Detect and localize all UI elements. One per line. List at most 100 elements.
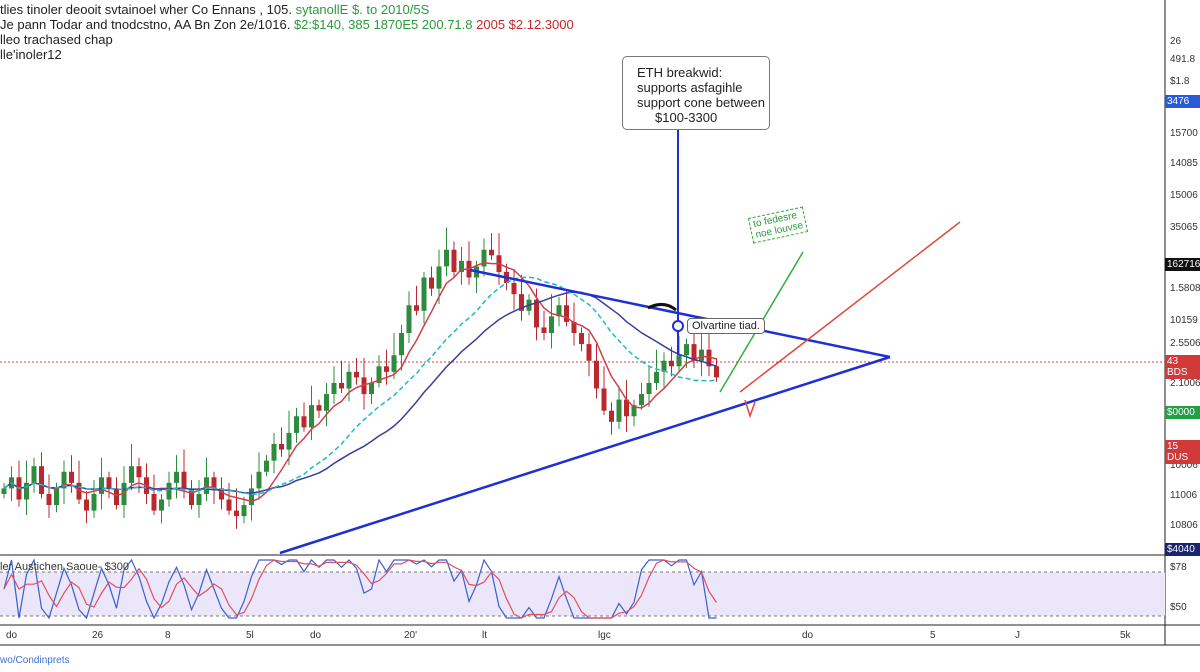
note-line: ETH breakwid: — [637, 65, 723, 80]
support-trendline[interactable] — [279, 355, 891, 555]
candle-body — [324, 394, 329, 411]
candle-body — [196, 493, 202, 506]
candle-body — [361, 377, 367, 395]
candle — [99, 457, 104, 510]
candle — [549, 294, 554, 349]
candle-body — [121, 482, 127, 506]
candle-body — [24, 482, 29, 500]
candle-body — [459, 260, 464, 272]
candle — [421, 271, 427, 324]
candle — [339, 360, 344, 393]
price-badge: $4040 — [1165, 543, 1200, 556]
candle — [639, 382, 644, 410]
candle — [376, 355, 382, 388]
candle — [189, 480, 194, 510]
candle-body — [669, 360, 674, 367]
price-label: 15700 — [1170, 128, 1198, 139]
candle-body — [571, 321, 577, 333]
candle-body — [271, 444, 277, 461]
candle-body — [594, 360, 599, 389]
candle — [24, 460, 29, 516]
candle-body — [264, 460, 269, 472]
candle — [466, 241, 472, 285]
annotation-note[interactable]: ETH breakwid: supports asfagihle support… — [622, 56, 770, 130]
candle-body — [84, 499, 89, 511]
candle — [646, 366, 652, 407]
indicator-axis-label: $78 — [1170, 562, 1187, 573]
candle-body — [556, 305, 562, 317]
candle — [271, 432, 277, 474]
candle-body — [414, 305, 419, 311]
price-label: 491.8 — [1170, 54, 1196, 65]
candle-body — [219, 488, 224, 500]
candle — [609, 402, 614, 435]
moving-average-line — [3, 276, 717, 496]
candle-body — [31, 466, 37, 483]
red-projection-line[interactable] — [739, 221, 961, 393]
candle-body — [654, 371, 659, 383]
candle — [481, 238, 487, 277]
candle — [361, 357, 367, 410]
candle-body — [309, 405, 314, 428]
time-label: 5k — [1120, 630, 1131, 641]
candle — [1, 482, 7, 499]
resistance-trendline[interactable] — [469, 268, 891, 359]
candle — [369, 377, 374, 405]
price-badge: 15 DUS — [1165, 440, 1200, 464]
header-line-4: lle'inoler12 — [0, 47, 62, 62]
candle-body — [354, 371, 359, 378]
candle-body — [106, 477, 112, 489]
candle — [586, 333, 592, 377]
candle-body — [136, 466, 142, 478]
candle-body — [241, 505, 247, 517]
time-label: 8 — [165, 630, 171, 641]
candle-body — [684, 344, 689, 356]
candle-body — [481, 249, 487, 267]
candle-body — [249, 488, 254, 506]
candle-body — [54, 488, 59, 506]
pointer-anchor[interactable] — [672, 320, 684, 332]
candle-body — [609, 410, 614, 422]
curve-marker — [647, 303, 677, 312]
candle-body — [399, 333, 404, 356]
candle — [436, 249, 442, 305]
candle — [196, 480, 202, 518]
candle — [391, 333, 397, 380]
candle — [451, 241, 457, 277]
price-label: 10006 — [1170, 460, 1198, 471]
candle-body — [166, 482, 172, 500]
candle-body — [421, 277, 427, 311]
candle-body — [256, 471, 262, 489]
candle-body — [534, 299, 539, 328]
candle-body — [1, 488, 7, 494]
candle — [601, 366, 607, 416]
candle-body — [346, 371, 352, 389]
footer-link[interactable]: wo/Condinprets — [0, 655, 70, 666]
candle — [444, 227, 449, 277]
divergence-tag[interactable]: Olvartine tiad. — [687, 318, 765, 334]
indicator-axis-label: $50 — [1170, 602, 1187, 613]
time-label: 20' — [404, 630, 418, 641]
candle — [691, 333, 697, 368]
candle — [489, 233, 494, 260]
candle-body — [579, 333, 584, 345]
candle — [69, 455, 74, 493]
time-label: 5l — [246, 630, 254, 641]
candle — [61, 460, 67, 504]
candle-body — [114, 488, 119, 506]
candle-body — [511, 283, 517, 295]
candle — [354, 357, 359, 385]
candle-body — [706, 349, 712, 367]
time-label: do — [802, 630, 814, 641]
candle — [316, 399, 322, 418]
candle-body — [384, 366, 389, 372]
candle — [331, 366, 337, 405]
price-badge: $0000 — [1165, 406, 1200, 419]
candle-body — [714, 366, 719, 378]
candle — [346, 363, 352, 402]
candle-body — [301, 416, 307, 428]
candle — [174, 455, 179, 499]
candle-body — [181, 471, 187, 489]
candle — [39, 452, 44, 499]
